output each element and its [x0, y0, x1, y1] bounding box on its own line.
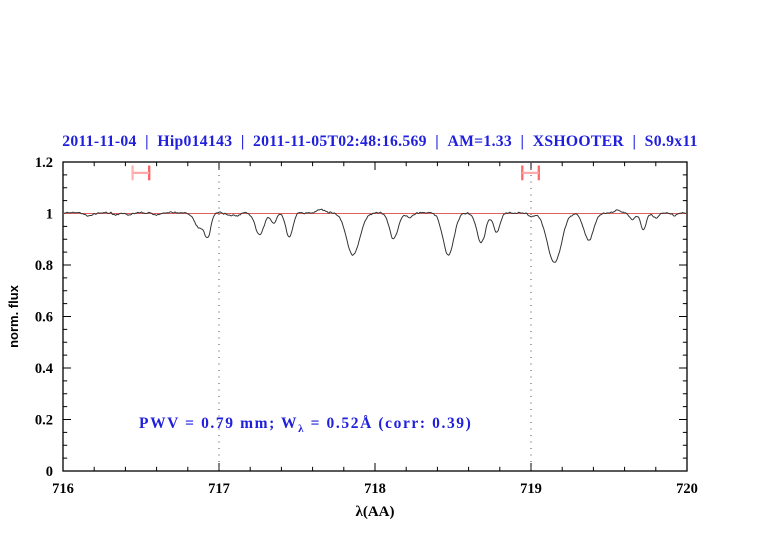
svg-text:norm. flux: norm. flux	[6, 284, 21, 348]
svg-text:0.2: 0.2	[35, 413, 53, 429]
svg-text:716: 716	[52, 481, 74, 497]
svg-text:718: 718	[364, 481, 386, 497]
svg-text:λ(AA): λ(AA)	[355, 504, 394, 520]
svg-text:0.8: 0.8	[35, 258, 53, 274]
svg-text:719: 719	[520, 481, 542, 497]
svg-text:720: 720	[676, 481, 698, 497]
svg-text:1: 1	[46, 207, 53, 223]
svg-text:0.6: 0.6	[35, 310, 53, 326]
svg-text:PWV = 0.79 mm; Wλ = 0.52Å (cor: PWV = 0.79 mm; Wλ = 0.52Å (corr: 0.39)	[139, 415, 472, 435]
svg-text:717: 717	[208, 481, 230, 497]
svg-text:1.2: 1.2	[35, 155, 53, 171]
svg-text:0.4: 0.4	[35, 361, 53, 377]
svg-text:0: 0	[46, 464, 53, 480]
